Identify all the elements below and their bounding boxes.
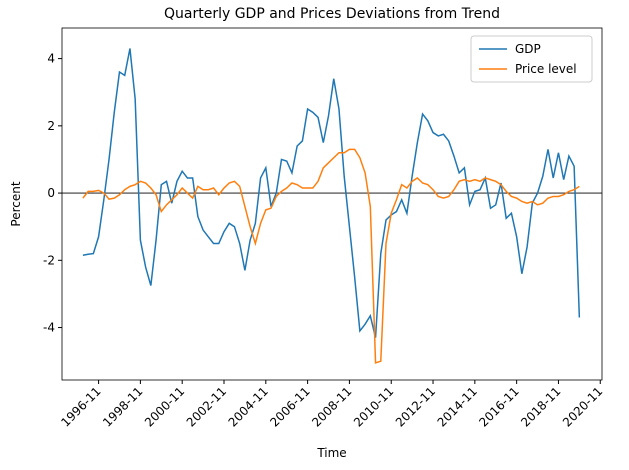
x-tick-label: 2020-11 <box>560 384 605 429</box>
y-tick-label: 4 <box>47 52 55 66</box>
x-tick-label: 2004-11 <box>226 384 271 429</box>
x-tick-label: 2014-11 <box>435 384 480 429</box>
y-tick-label: -2 <box>43 253 55 267</box>
y-axis-label: Percent <box>9 181 23 226</box>
line-series <box>82 48 581 338</box>
legend-label: Price level <box>515 62 577 76</box>
x-tick-label: 1998-11 <box>100 384 145 429</box>
plot-frame <box>61 27 603 381</box>
y-tick-label: 0 <box>47 186 55 200</box>
x-tick-label: 2000-11 <box>142 384 187 429</box>
chart-title: Quarterly GDP and Prices Deviations from… <box>164 6 500 22</box>
x-axis-label: Time <box>316 446 346 460</box>
x-tick-label: 2002-11 <box>184 384 229 429</box>
line-series <box>82 148 580 364</box>
x-tick-label: 2006-11 <box>267 384 312 429</box>
legend-label: GDP <box>515 42 541 56</box>
x-tick-label: 2012-11 <box>393 384 438 429</box>
x-tick-label: 2016-11 <box>476 384 521 429</box>
x-tick-label: 2018-11 <box>518 384 563 429</box>
x-tick-label: 2008-11 <box>309 384 354 429</box>
legend-box <box>470 35 593 83</box>
y-tick-label: -4 <box>43 321 55 335</box>
x-tick-label: 1996-11 <box>58 384 103 429</box>
y-tick-label: 2 <box>47 119 55 133</box>
x-tick-label: 2010-11 <box>351 384 396 429</box>
